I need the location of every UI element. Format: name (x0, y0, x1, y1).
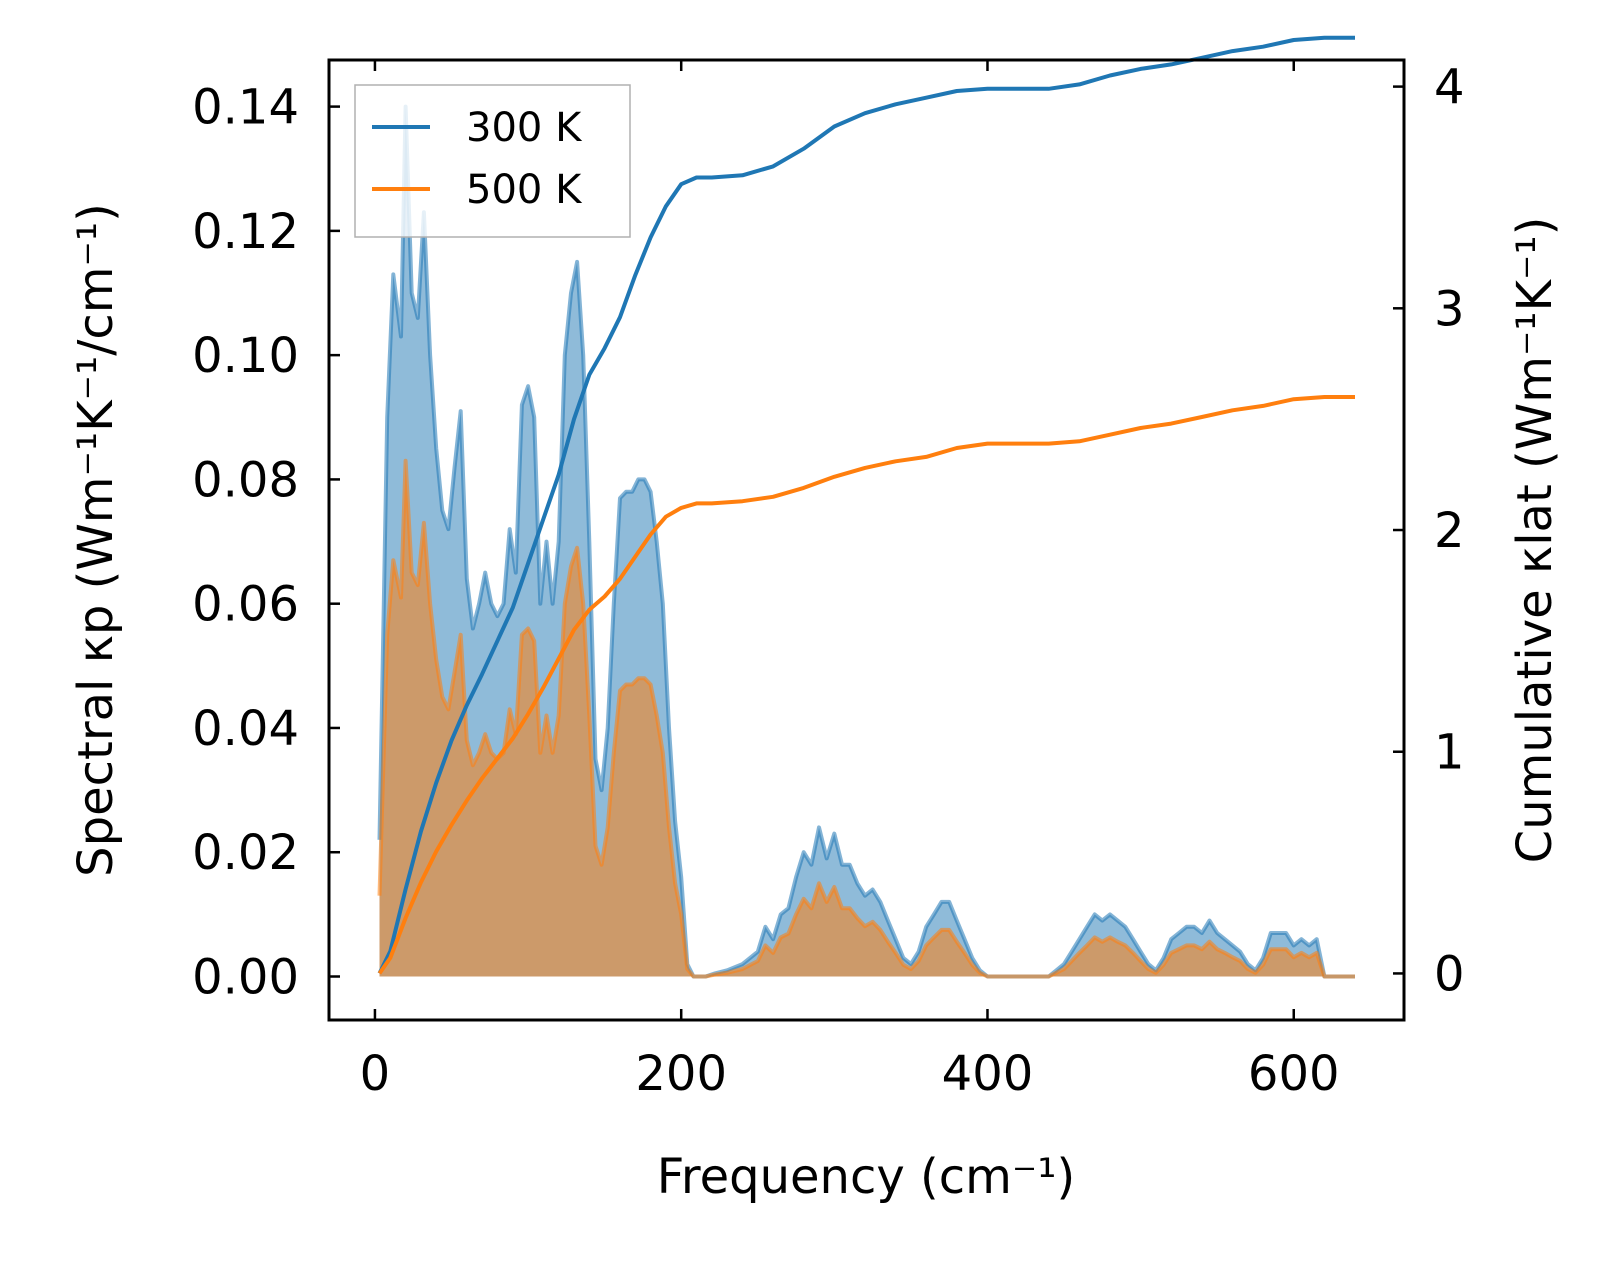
spectral-line-300k (377, 104, 1355, 979)
y-left-tick-label: 0.08 (192, 452, 299, 508)
y-right-tick-label: 1 (1434, 725, 1465, 781)
legend-box (354, 84, 631, 238)
x-axis-label: Frequency (cm⁻¹) (657, 1149, 1075, 1205)
y-right-tick-label: 4 (1434, 60, 1465, 116)
legend-label-300k: 300 K (466, 105, 583, 151)
y-left-tick-label: 0.12 (192, 204, 299, 260)
cumulative-line-500k (377, 395, 1355, 975)
x-tick-label: 200 (635, 1046, 727, 1102)
plot-layer (377, 35, 1355, 979)
y-left-tick-label: 0.10 (192, 328, 299, 384)
x-tick-label: 600 (1248, 1046, 1340, 1102)
y-left-tick-label: 0.14 (192, 80, 299, 136)
y-right-tick-label: 3 (1434, 281, 1465, 337)
x-tick-label: 400 (942, 1046, 1034, 1102)
y-left-tick-label: 0.06 (192, 577, 299, 633)
spectral-line-500k (377, 458, 1355, 979)
ticks-layer: 0 200 400 600 0.00 0.02 0.04 0.06 0.08 0.10 0.12 0.… (192, 60, 1464, 1102)
y-right-tick-label: 0 (1434, 946, 1465, 1002)
y-left-tick-label: 0.02 (192, 825, 299, 881)
legend-label-500k: 500 K (466, 167, 583, 213)
x-tick-label: 0 (360, 1046, 391, 1102)
y-left-tick-label: 0.04 (192, 701, 299, 757)
y-left-tick-label: 0.00 (192, 950, 299, 1006)
y-axis-label-left: Spectral κp (Wm⁻¹K⁻¹/cm⁻¹) (68, 203, 124, 877)
y-axis-label-right: Cumulative κlat (Wm⁻¹K⁻¹) (1507, 217, 1563, 864)
legend: 300 K 500 K (354, 84, 631, 238)
y-right-tick-label: 2 (1434, 503, 1465, 559)
plot-frame (327, 58, 1406, 1022)
cumulative-line-300k (377, 35, 1355, 975)
spectral-area-500k (379, 460, 1355, 977)
